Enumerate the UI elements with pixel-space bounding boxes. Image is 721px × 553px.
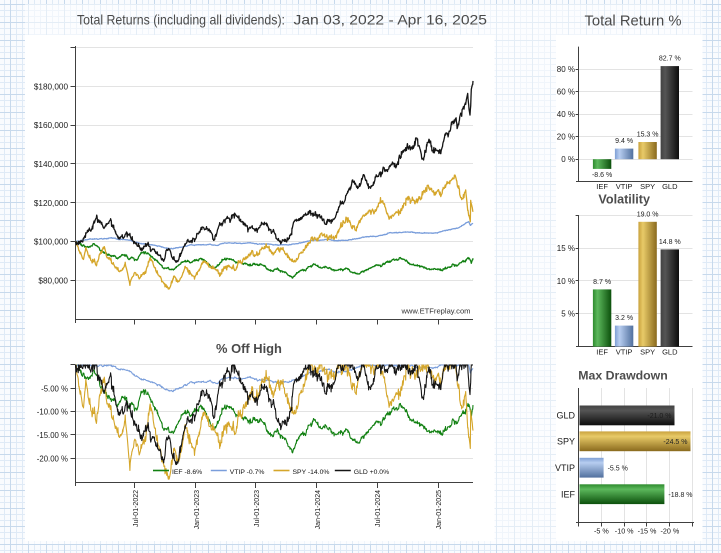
svg-text:Total Returns (including all d: Total Returns (including all dividends): — [77, 12, 285, 28]
svg-text:-5.00 %: -5.00 % — [41, 384, 68, 393]
svg-text:% Off High: % Off High — [216, 341, 282, 356]
svg-text:Jul-01-2024: Jul-01-2024 — [375, 490, 382, 527]
svg-text:VTIP: VTIP — [555, 463, 575, 473]
svg-text:$160,000: $160,000 — [34, 121, 69, 130]
svg-text:GLD: GLD — [662, 348, 678, 357]
svg-text:-10 %: -10 % — [615, 527, 634, 536]
svg-text:IEF: IEF — [596, 348, 608, 357]
svg-text:-20 %: -20 % — [661, 527, 680, 536]
svg-text:$80,000: $80,000 — [38, 276, 68, 285]
svg-text:-15.00 %: -15.00 % — [37, 431, 68, 440]
svg-text:$120,000: $120,000 — [34, 199, 69, 208]
svg-text:14.8 %: 14.8 % — [659, 239, 681, 246]
svg-text:20 %: 20 % — [557, 133, 575, 142]
svg-text:Jan-01-2024: Jan-01-2024 — [315, 490, 322, 529]
svg-text:8.7 %: 8.7 % — [593, 279, 611, 286]
svg-text:IEF: IEF — [561, 489, 576, 499]
svg-text:IEF: IEF — [596, 182, 608, 191]
svg-text:VTIP: VTIP — [616, 348, 633, 357]
svg-text:SPY: SPY — [557, 437, 575, 447]
svg-text:-5.5 %: -5.5 % — [608, 466, 628, 473]
svg-text:SPY: SPY — [640, 182, 655, 191]
svg-text:82.7 %: 82.7 % — [659, 56, 681, 63]
svg-text:0 %: 0 % — [561, 155, 575, 164]
svg-text:SPY -14.0%: SPY -14.0% — [293, 469, 330, 476]
svg-text:19.0 %: 19.0 % — [637, 211, 659, 218]
svg-text:9.4 %: 9.4 % — [615, 138, 633, 145]
svg-text:5 %: 5 % — [561, 310, 575, 319]
svg-text:Jan-01-2023: Jan-01-2023 — [194, 490, 201, 529]
svg-text:15.3 %: 15.3 % — [637, 132, 659, 139]
svg-text:15 %: 15 % — [557, 244, 575, 253]
svg-text:-10.00 %: -10.00 % — [37, 408, 68, 417]
svg-text:Jul-01-2023: Jul-01-2023 — [254, 490, 261, 527]
svg-text:GLD: GLD — [556, 411, 575, 421]
svg-text:Jan 03, 2022 - Apr 16, 2025: Jan 03, 2022 - Apr 16, 2025 — [294, 12, 488, 28]
svg-text:3.2 %: 3.2 % — [615, 315, 633, 322]
svg-text:-5 %: -5 % — [594, 527, 609, 536]
svg-text:Jul-01-2022: Jul-01-2022 — [133, 490, 140, 527]
svg-text:10 %: 10 % — [557, 277, 575, 286]
svg-text:-24.5 %: -24.5 % — [663, 439, 687, 446]
svg-text:$100,000: $100,000 — [34, 238, 69, 247]
svg-text:Jan-01-2025: Jan-01-2025 — [436, 490, 443, 529]
svg-text:-15 %: -15 % — [638, 527, 657, 536]
svg-text:80 %: 80 % — [557, 65, 575, 74]
svg-text:-21.0 %: -21.0 % — [647, 413, 671, 420]
svg-text:-8.6 %: -8.6 % — [592, 172, 612, 179]
svg-text:$180,000: $180,000 — [34, 82, 69, 91]
svg-text:Volatility: Volatility — [598, 193, 650, 207]
svg-text:GLD +0.0%: GLD +0.0% — [354, 469, 389, 476]
svg-text:Total Return %: Total Return % — [584, 14, 681, 30]
svg-text:SPY: SPY — [640, 348, 655, 357]
svg-text:$140,000: $140,000 — [34, 160, 69, 169]
svg-text:60 %: 60 % — [557, 88, 575, 97]
svg-text:-18.8 %: -18.8 % — [668, 492, 692, 499]
svg-text:VTIP -0.7%: VTIP -0.7% — [230, 469, 265, 476]
svg-text:VTIP: VTIP — [616, 182, 633, 191]
svg-text:GLD: GLD — [662, 182, 678, 191]
svg-text:40 %: 40 % — [557, 110, 575, 119]
svg-text:-20.00 %: -20.00 % — [37, 454, 68, 463]
svg-text:IEF -8.6%: IEF -8.6% — [172, 469, 202, 476]
svg-text:Max Drawdown: Max Drawdown — [578, 369, 668, 383]
svg-text:www.ETFreplay.com: www.ETFreplay.com — [400, 307, 470, 316]
